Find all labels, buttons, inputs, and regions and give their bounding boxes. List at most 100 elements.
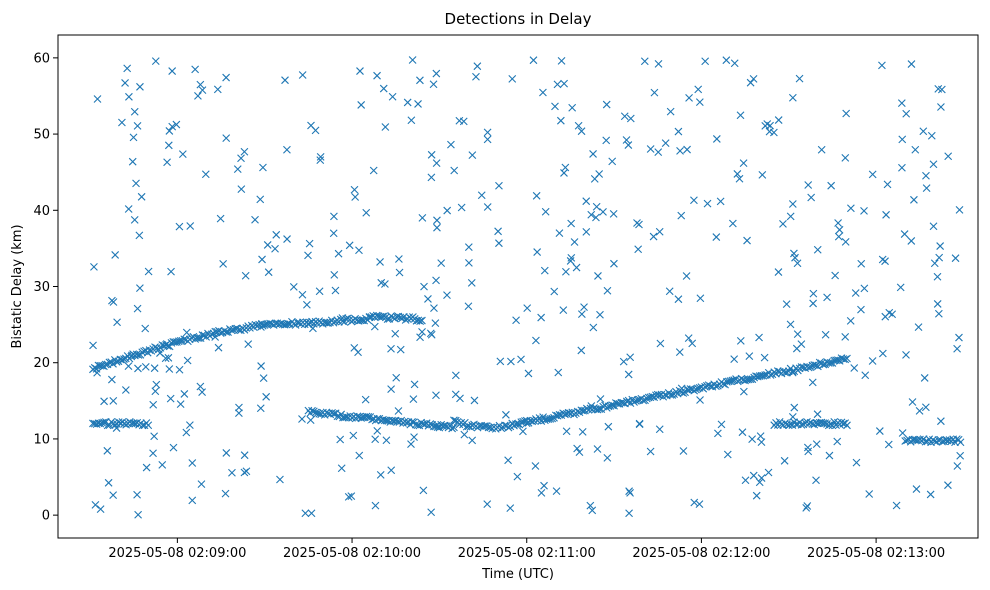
data-point xyxy=(956,451,965,460)
data-point xyxy=(483,128,492,137)
data-point xyxy=(929,160,938,169)
data-point xyxy=(561,163,570,172)
data-point xyxy=(755,478,764,487)
y-tick-label: 0 xyxy=(42,509,50,524)
data-point xyxy=(898,429,907,437)
data-point xyxy=(712,135,721,143)
data-point xyxy=(752,491,761,500)
data-point xyxy=(803,502,812,510)
data-point xyxy=(432,276,440,285)
data-point xyxy=(168,122,177,131)
data-point xyxy=(216,214,225,223)
data-point xyxy=(688,339,697,348)
data-point xyxy=(387,385,395,393)
data-point xyxy=(472,72,480,81)
data-point xyxy=(719,379,728,388)
x-tick-label: 2025-05-08 02:13:00 xyxy=(807,546,945,561)
data-point xyxy=(550,287,559,296)
data-point xyxy=(502,410,510,419)
data-point xyxy=(723,450,732,459)
data-point xyxy=(852,458,861,467)
data-point xyxy=(626,353,635,362)
data-point xyxy=(149,400,158,409)
data-point xyxy=(677,211,686,220)
data-point xyxy=(330,212,338,221)
data-point xyxy=(272,230,281,239)
data-point xyxy=(337,464,346,473)
data-point xyxy=(382,436,391,445)
data-point xyxy=(460,430,469,439)
data-point xyxy=(109,359,117,368)
data-point xyxy=(554,368,563,377)
data-point xyxy=(175,222,184,231)
data-point xyxy=(920,374,929,382)
data-point xyxy=(93,95,102,103)
data-point xyxy=(495,181,503,190)
data-point xyxy=(198,388,206,397)
data-point xyxy=(626,488,634,497)
x-tick-label: 2025-05-08 02:09:00 xyxy=(108,546,246,561)
data-point xyxy=(749,74,758,83)
data-point xyxy=(602,100,611,109)
data-point xyxy=(504,456,512,465)
data-point xyxy=(345,241,354,250)
chart-title: Detections in Delay xyxy=(445,10,592,28)
data-point xyxy=(418,316,426,325)
data-point xyxy=(817,145,826,154)
data-point xyxy=(812,476,820,485)
data-point xyxy=(416,317,425,325)
data-point xyxy=(819,360,828,369)
data-point xyxy=(414,316,423,325)
data-point xyxy=(690,498,699,507)
data-point xyxy=(578,428,587,436)
data-point xyxy=(739,159,748,168)
data-point xyxy=(755,333,763,342)
data-point xyxy=(603,286,612,295)
data-point xyxy=(207,330,216,339)
data-point xyxy=(408,417,416,426)
data-point xyxy=(196,80,205,89)
data-point xyxy=(875,427,884,435)
data-point xyxy=(214,343,223,352)
data-point xyxy=(846,316,855,325)
data-point xyxy=(407,440,415,449)
data-point xyxy=(655,425,664,434)
data-point xyxy=(144,267,153,276)
data-point xyxy=(112,357,121,366)
data-point xyxy=(112,424,121,432)
data-point xyxy=(430,304,438,313)
data-point xyxy=(682,272,691,280)
data-point xyxy=(494,227,502,236)
data-point xyxy=(582,197,591,206)
data-point xyxy=(152,380,161,389)
data-point xyxy=(371,501,380,510)
data-point xyxy=(263,241,272,249)
data-point xyxy=(784,421,793,430)
data-point xyxy=(165,127,174,135)
data-point xyxy=(129,133,138,142)
data-point xyxy=(635,419,644,428)
data-point xyxy=(362,208,371,217)
data-point xyxy=(387,344,395,353)
data-point xyxy=(182,328,191,337)
y-axis-label: Bistatic Delay (km) xyxy=(10,224,25,348)
data-point xyxy=(301,509,310,518)
data-point xyxy=(457,203,466,212)
data-point xyxy=(843,421,851,430)
data-point xyxy=(919,127,928,136)
data-point xyxy=(357,101,366,109)
data-point xyxy=(141,362,150,371)
data-point xyxy=(608,157,617,166)
data-point xyxy=(349,431,358,440)
data-point xyxy=(860,206,868,215)
data-point xyxy=(824,421,833,430)
data-point xyxy=(741,476,750,485)
data-point xyxy=(666,107,675,116)
data-point xyxy=(121,386,130,394)
data-point xyxy=(944,152,953,161)
data-point xyxy=(934,84,943,93)
data-point xyxy=(841,355,850,364)
data-point xyxy=(813,245,822,254)
data-point xyxy=(841,332,850,341)
data-point xyxy=(842,109,851,118)
